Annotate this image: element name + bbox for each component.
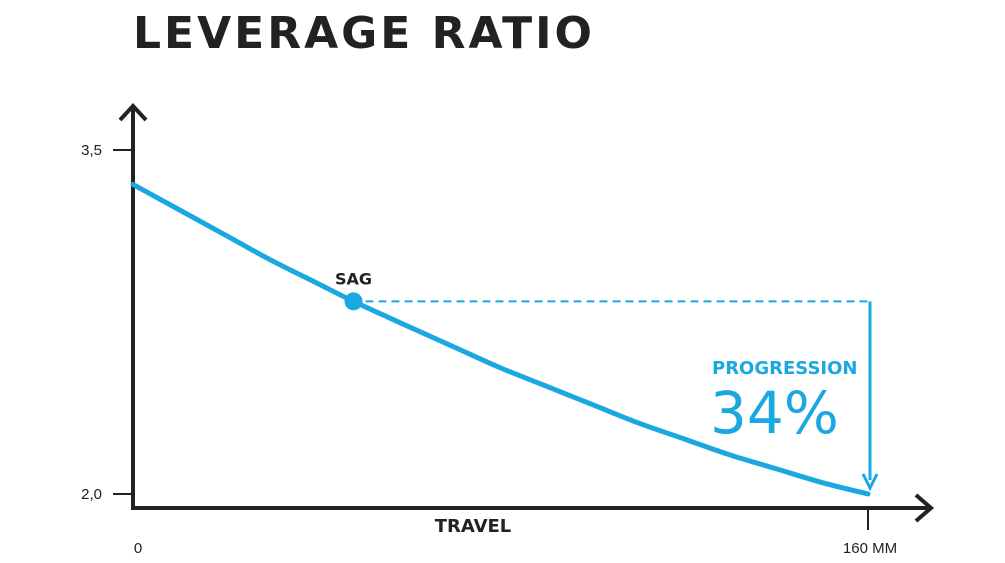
y-tick-label: 2,0 [81,486,102,503]
x-tick-label: 160 MM [843,540,897,557]
leverage-curve [130,181,871,497]
chart-title: LEVERAGE RATIO [133,8,595,59]
y-tick-label: 3,5 [81,142,102,159]
y-axis-arrow [118,103,148,122]
progression-value: 34% [710,379,839,447]
sag-label: SAG [335,269,372,288]
x-tick-label: 0 [134,540,142,557]
progression-arrow-head [861,473,879,492]
sag-point [344,292,363,311]
progression-label: PROGRESSION [712,358,857,379]
x-axis-label: TRAVEL [435,516,512,537]
x-axis-arrow [914,493,935,523]
